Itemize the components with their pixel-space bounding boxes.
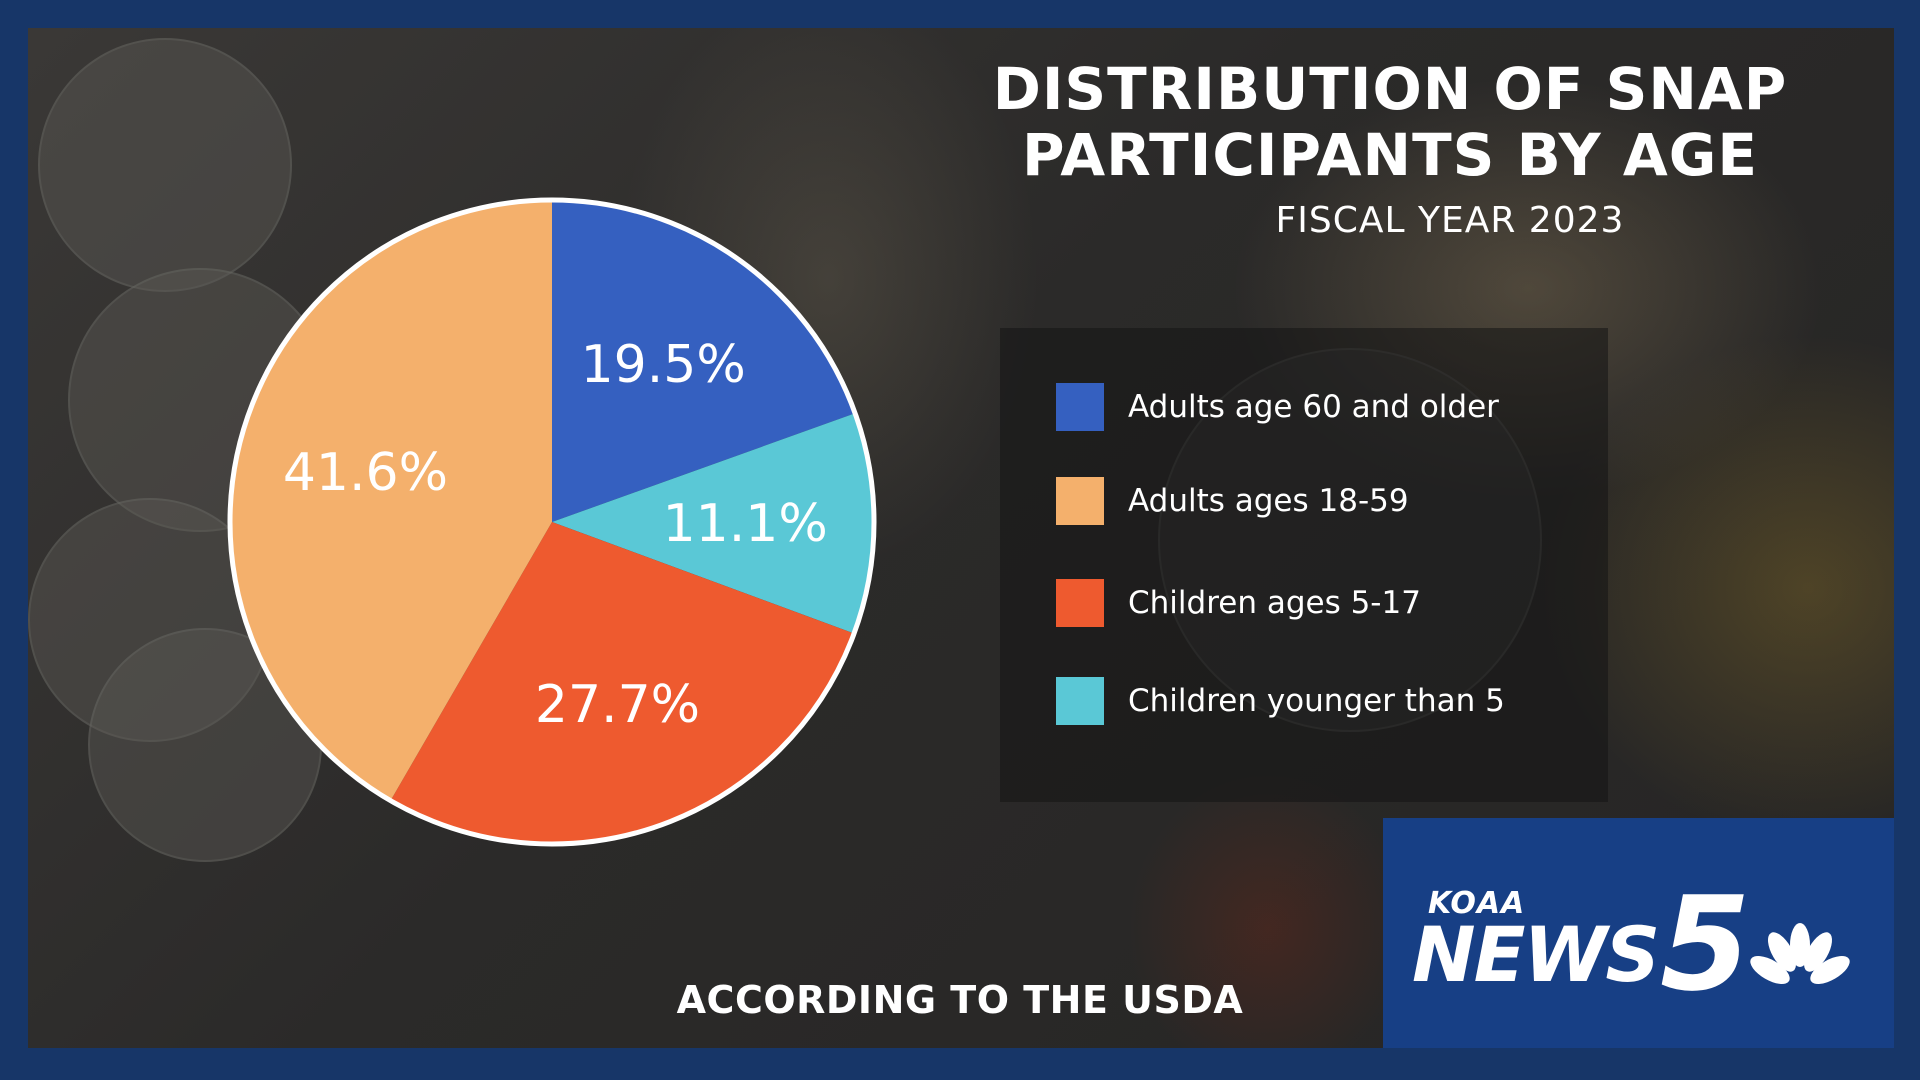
- legend-label: Children younger than 5: [1128, 683, 1505, 719]
- legend-label: Children ages 5-17: [1128, 585, 1421, 621]
- pie-outline: [227, 197, 877, 847]
- logo-news-text: NEWS: [1412, 910, 1660, 999]
- chart-subtitle: FISCAL YEAR 2023: [1275, 200, 1625, 241]
- legend-item-children-ages-5-17: Children ages 5-17: [1056, 578, 1421, 628]
- logo-koaa-text: KOAA: [1428, 886, 1526, 921]
- pie-slice-children-younger-than-5: [552, 413, 874, 634]
- background-plate: [38, 38, 292, 292]
- legend-label: Adults age 60 and older: [1128, 389, 1499, 425]
- pie-data-label-children-younger-than-5: 11.1%: [663, 494, 828, 554]
- pie-slice-children-ages-5-17: [390, 522, 855, 844]
- legend-swatch: [1056, 677, 1104, 725]
- pie-data-label-adults-age-60-and-older: 19.5%: [581, 335, 746, 395]
- pie-data-label-adults-ages-18-59: 41.6%: [283, 443, 448, 503]
- source-caption: ACCORDING TO THE USDA: [676, 978, 1244, 1022]
- chart-title-line-1: DISTRIBUTION OF SNAP: [992, 55, 1788, 123]
- chart-title: DISTRIBUTION OF SNAP PARTICIPANTS BY AGE: [840, 56, 1840, 188]
- chart-title-line-2: PARTICIPANTS BY AGE: [1022, 121, 1758, 189]
- legend-item-adults-ages-18-59: Adults ages 18-59: [1056, 476, 1409, 526]
- pie-slice-adults-ages-18-59: [230, 200, 552, 801]
- legend-label: Adults ages 18-59: [1128, 483, 1409, 519]
- legend-swatch: [1056, 477, 1104, 525]
- legend-item-children-younger-than-5: Children younger than 5: [1056, 676, 1505, 726]
- pie-slice-adults-age-60-and-older: [552, 200, 856, 522]
- legend-swatch: [1056, 579, 1104, 627]
- pie-data-label-children-ages-5-17: 27.7%: [535, 675, 700, 735]
- logo-number-text: 5: [1660, 868, 1750, 1020]
- logo-panel: [1383, 818, 1894, 1048]
- station-logo: KOAA NEWS 5: [1410, 868, 1880, 1020]
- peacock-icon: [1750, 923, 1850, 984]
- legend-item-adults-age-60-and-older: Adults age 60 and older: [1056, 382, 1499, 432]
- legend-swatch: [1056, 383, 1104, 431]
